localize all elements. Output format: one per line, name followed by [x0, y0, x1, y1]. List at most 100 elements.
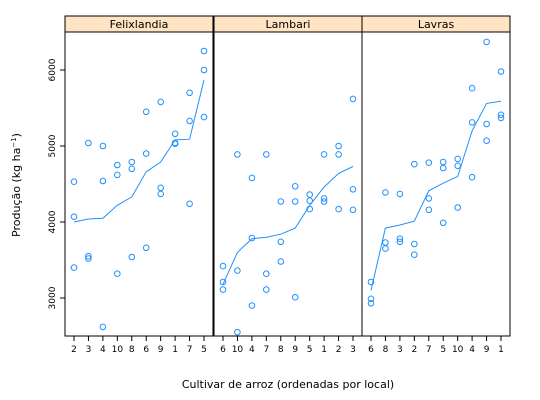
data-point — [497, 68, 505, 75]
x-tick-label: 8 — [383, 345, 389, 355]
data-point — [483, 120, 490, 128]
data-point — [411, 251, 418, 258]
data-point — [99, 177, 107, 185]
data-point — [349, 206, 357, 214]
data-point — [468, 173, 476, 181]
panel-title-lambari: Lambari — [266, 18, 311, 31]
data-point — [99, 323, 107, 331]
data-point — [200, 66, 208, 74]
data-point — [291, 183, 299, 190]
data-point — [367, 300, 375, 307]
panel-frame-felixlandia — [64, 31, 214, 337]
data-point — [497, 114, 505, 122]
data-point — [425, 159, 433, 166]
x-tick-label: 4 — [249, 345, 255, 355]
x-tick-label: 6 — [143, 345, 149, 355]
data-point — [396, 190, 404, 198]
x-tick-label: 9 — [292, 345, 298, 355]
x-tick-label: 5 — [201, 345, 207, 355]
panel-felixlandia: Felixlandia 2 3 4 10 8 6 9 1 7 5 — [64, 15, 214, 355]
data-point — [186, 89, 193, 97]
data-point — [186, 117, 193, 125]
x-axis-title: Cultivar de arroz (ordenadas por local) — [182, 378, 394, 391]
data-point — [70, 213, 78, 220]
data-point — [70, 178, 78, 185]
data-point — [200, 113, 208, 121]
data-point — [128, 253, 136, 261]
data-point — [157, 190, 164, 198]
x-tick-label: 6 — [220, 345, 226, 355]
data-point — [320, 151, 328, 158]
panel-frame-lambari — [213, 31, 363, 337]
data-point — [128, 165, 136, 173]
data-point — [114, 270, 121, 278]
data-point — [306, 205, 314, 213]
x-tick-label: 2 — [336, 345, 342, 355]
y-tick-label: 6000 — [48, 58, 58, 81]
x-tick-label: 10 — [232, 345, 244, 355]
x-tick-label: 2 — [411, 345, 417, 355]
data-point — [483, 137, 490, 144]
data-point — [382, 189, 389, 196]
y-tick-label: 4000 — [48, 210, 58, 233]
data-point — [200, 47, 208, 55]
data-point — [114, 171, 121, 179]
data-point — [277, 198, 285, 205]
data-point — [171, 139, 179, 147]
data-point — [234, 328, 241, 336]
data-point — [382, 245, 389, 252]
x-tick-label: 9 — [484, 345, 490, 355]
data-point — [349, 186, 357, 193]
data-point — [85, 252, 92, 260]
data-point — [454, 155, 462, 163]
data-point — [454, 162, 462, 170]
data-point — [483, 38, 490, 46]
panel-lambari: Lambari 6 10 4 7 8 9 5 1 2 3 — [213, 15, 363, 355]
panel-title-felixlandia: Felixlandia — [110, 18, 169, 31]
trend-line-lavras — [370, 100, 502, 291]
panel-lavras: Lavras 6 8 3 2 7 5 10 4 9 1 — [361, 15, 511, 355]
data-point — [320, 198, 328, 205]
x-tick-label: 5 — [307, 345, 313, 355]
y-tick-label: 5000 — [48, 134, 58, 157]
data-point — [248, 234, 256, 242]
x-tick-label: 8 — [129, 345, 135, 355]
data-point — [367, 295, 375, 303]
data-point — [396, 235, 404, 242]
data-point — [263, 286, 270, 293]
data-point — [306, 197, 314, 204]
panel-title-lavras: Lavras — [418, 18, 455, 31]
x-tick-label: 3 — [86, 345, 92, 355]
data-point — [219, 278, 227, 286]
data-point — [85, 255, 92, 262]
data-point — [157, 184, 164, 192]
x-tick-label: 10 — [452, 345, 464, 355]
y-axis-title-close: ) — [10, 133, 23, 137]
data-point — [277, 258, 285, 265]
x-tick-label: 4 — [100, 345, 106, 355]
data-point — [425, 195, 433, 202]
data-point — [382, 239, 389, 246]
y-axis: 3000 4000 5000 6000 — [48, 58, 65, 309]
data-point — [128, 158, 136, 166]
x-tick-label: 3 — [397, 345, 403, 355]
data-point — [439, 219, 447, 227]
data-point — [335, 205, 342, 213]
data-point — [186, 200, 193, 208]
trend-line-lambari — [222, 166, 354, 285]
y-axis-title-exponent: −1 — [10, 137, 18, 147]
data-point — [411, 240, 418, 248]
x-tick-label: 10 — [112, 345, 124, 355]
x-tick-label: 7 — [426, 345, 432, 355]
data-point — [291, 293, 299, 301]
data-point — [263, 151, 270, 158]
x-tick-label: 7 — [187, 345, 193, 355]
data-point — [320, 195, 328, 202]
x-tick-label: 8 — [278, 345, 284, 355]
y-tick-label: 3000 — [48, 286, 58, 309]
data-point — [234, 267, 241, 274]
x-tick-label: 3 — [350, 345, 356, 355]
data-point — [171, 130, 179, 138]
data-point — [439, 164, 447, 172]
